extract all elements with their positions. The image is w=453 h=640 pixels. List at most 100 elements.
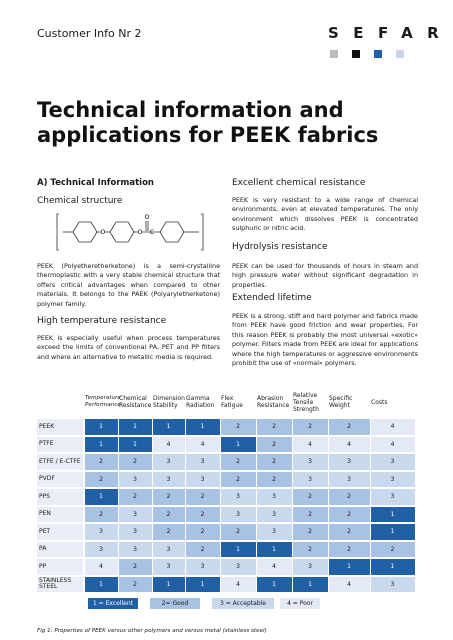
rating-cell: 1 (185, 576, 220, 592)
rating-cell: 1 (84, 419, 118, 435)
rating-cell: 1 (256, 541, 292, 557)
rating-cell: 2 (256, 436, 292, 452)
rating-cell: 1 (84, 489, 118, 505)
rating-cell: 1 (370, 559, 415, 575)
rating-cell: 1 (220, 541, 256, 557)
rating-cell: 2 (292, 489, 328, 505)
rating-cell: 2 (292, 506, 328, 522)
caption: Fig 1: Properties of PEEK versus other p… (37, 628, 267, 634)
atom: O (138, 229, 143, 236)
rating-cell: 2 (118, 489, 152, 505)
rating-cell: 3 (292, 559, 328, 575)
rating-cell: 1 (370, 524, 415, 540)
rating-cell: 3 (256, 524, 292, 540)
rating-cell: 2 (118, 576, 152, 592)
rating-cell: 4 (292, 436, 328, 452)
rating-cell: 2 (84, 506, 118, 522)
atom: O (101, 229, 106, 236)
rating-cell: 3 (118, 524, 152, 540)
chemical-structure: O O O C (56, 213, 204, 251)
atom: O (145, 214, 150, 221)
rating-cell: 4 (328, 576, 370, 592)
rating-cell: 3 (220, 506, 256, 522)
rating-cell: 2 (185, 541, 220, 557)
rating-cell: 3 (152, 541, 185, 557)
rating-cell: 1 (185, 419, 220, 435)
rating-cell: 1 (118, 436, 152, 452)
rating-cell: 2 (220, 419, 256, 435)
rating-cell: 3 (84, 524, 118, 540)
rating-cell: 3 (118, 506, 152, 522)
row-label: PP (37, 559, 83, 575)
rating-cell: 3 (370, 471, 415, 487)
rating-cell: 3 (185, 559, 220, 575)
rating-cell: 3 (185, 454, 220, 470)
rating-cell: 2 (328, 524, 370, 540)
rating-cell: 1 (292, 576, 328, 592)
legend-item: 4 = Poor (280, 598, 320, 609)
rating-cell: 3 (152, 454, 185, 470)
rating-cell: 3 (185, 471, 220, 487)
legend-item: 2= Good (150, 598, 200, 609)
row-label: PEN (37, 506, 83, 522)
paragraph: PEEK can be used for thousands of hours … (232, 262, 418, 289)
rating-cell: 3 (370, 489, 415, 505)
column-header: Costs (371, 398, 388, 406)
rating-cell: 3 (328, 471, 370, 487)
rating-cell: 4 (370, 436, 415, 452)
section-heading: A) Technical Information (37, 178, 154, 188)
structure-heading: Chemical structure (37, 196, 123, 206)
subheading: High temperature resistance (37, 316, 167, 326)
title: Technical information and applications f… (37, 98, 379, 147)
rating-cell: 4 (256, 559, 292, 575)
rating-cell: 3 (292, 471, 328, 487)
logo: SEFAR (328, 24, 453, 42)
subheading: Excellent chemical resistance (232, 178, 366, 188)
rating-cell: 2 (220, 524, 256, 540)
rating-cell: 4 (370, 419, 415, 435)
rating-cell: 1 (256, 576, 292, 592)
rating-cell: 3 (328, 454, 370, 470)
rating-cell: 3 (152, 471, 185, 487)
rating-cell: 1 (84, 436, 118, 452)
rating-cell: 2 (328, 506, 370, 522)
rating-cell: 1 (152, 576, 185, 592)
column-header: Temperature Performance (85, 395, 121, 408)
rating-cell: 1 (84, 576, 118, 592)
rating-cell: 3 (84, 541, 118, 557)
rating-cell: 1 (328, 559, 370, 575)
rating-cell: 2 (185, 524, 220, 540)
rating-cell: 1 (220, 436, 256, 452)
rating-cell: 2 (292, 419, 328, 435)
rating-cell: 3 (292, 454, 328, 470)
paragraph: PEEK is very resistant to a wide range o… (232, 196, 418, 233)
atom: C (150, 229, 154, 236)
rating-cell: 3 (118, 541, 152, 557)
row-label: PEEK (37, 419, 83, 435)
rating-cell: 1 (118, 419, 152, 435)
rating-cell: 2 (256, 419, 292, 435)
rating-cell: 3 (152, 559, 185, 575)
paragraph: PEEK is especially useful when process t… (37, 334, 220, 361)
header-label: Customer Info Nr 2 (37, 27, 142, 40)
rating-cell: 1 (370, 506, 415, 522)
rating-cell: 2 (152, 524, 185, 540)
rating-cell: 2 (84, 454, 118, 470)
paragraph: PEEK is a strong, stiff and hard polymer… (232, 312, 418, 368)
logo-squares (330, 50, 404, 58)
rating-cell: 2 (220, 471, 256, 487)
row-label: PVDF (37, 471, 83, 487)
row-label: PET (37, 524, 83, 540)
rating-cell: 2 (256, 471, 292, 487)
rating-cell: 2 (185, 489, 220, 505)
row-label: PTFE (37, 436, 83, 452)
legend-item: 1 = Excellent (88, 598, 138, 609)
rating-cell: 1 (152, 419, 185, 435)
column-header: Chemical Resistance (119, 395, 152, 409)
rating-cell: 2 (256, 454, 292, 470)
rating-cell: 4 (84, 559, 118, 575)
rating-cell: 2 (118, 559, 152, 575)
column-header: Relative Tensile Strength (293, 391, 319, 413)
row-label: PA (37, 541, 83, 557)
rating-cell: 3 (118, 471, 152, 487)
